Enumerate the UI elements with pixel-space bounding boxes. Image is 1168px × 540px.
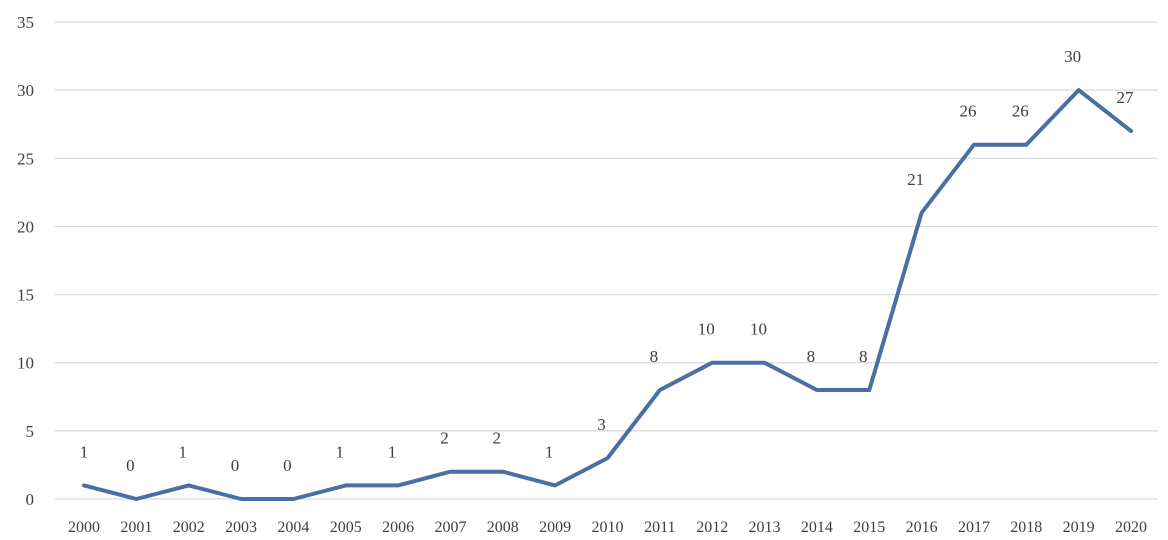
x-tick-label-2011: 2011 bbox=[644, 519, 675, 536]
x-tick-label-2007: 2007 bbox=[434, 519, 466, 536]
data-label-2007: 2 bbox=[440, 429, 449, 448]
data-label-2002: 1 bbox=[178, 442, 187, 461]
data-label-2003: 0 bbox=[231, 456, 240, 475]
x-tick-label-2013: 2013 bbox=[749, 519, 781, 536]
x-tick-label-2004: 2004 bbox=[277, 519, 309, 536]
data-label-2011: 8 bbox=[650, 347, 659, 366]
data-label-2019: 30 bbox=[1064, 47, 1081, 66]
y-tick-label-15: 15 bbox=[17, 286, 34, 305]
data-label-2004: 0 bbox=[283, 456, 292, 475]
data-label-2013: 10 bbox=[750, 320, 767, 339]
data-label-2006: 1 bbox=[388, 442, 397, 461]
x-tick-label-2012: 2012 bbox=[696, 519, 728, 536]
x-axis-tick-labels: 2000 2001 2002 2003 2004 2005 2006 2007 2008 2009… bbox=[68, 519, 1147, 536]
x-tick-label-2003: 2003 bbox=[225, 519, 257, 536]
data-label-2008: 2 bbox=[493, 429, 502, 448]
data-label-2001: 0 bbox=[126, 456, 135, 475]
data-label-2000: 1 bbox=[80, 442, 89, 461]
y-tick-label-25: 25 bbox=[17, 149, 34, 168]
data-label-2015: 8 bbox=[859, 347, 868, 366]
data-label-2020: 27 bbox=[1117, 88, 1135, 107]
data-label-2005: 1 bbox=[336, 442, 345, 461]
y-tick-label-30: 30 bbox=[17, 81, 34, 100]
y-tick-label-10: 10 bbox=[17, 354, 34, 373]
x-tick-label-2020: 2020 bbox=[1115, 519, 1147, 536]
y-axis-tick-labels: 0 5 10 15 20 25 30 35 bbox=[17, 13, 34, 509]
x-tick-label-2014: 2014 bbox=[801, 519, 833, 536]
data-label-2014: 8 bbox=[807, 347, 816, 366]
x-tick-label-2015: 2015 bbox=[853, 519, 885, 536]
data-label-2017: 26 bbox=[959, 102, 976, 121]
series-layer bbox=[82, 88, 1133, 501]
x-tick-label-2010: 2010 bbox=[592, 519, 624, 536]
x-tick-label-2002: 2002 bbox=[173, 519, 205, 536]
data-label-2012: 10 bbox=[698, 320, 715, 339]
series-line bbox=[82, 88, 1133, 501]
data-label-2010: 3 bbox=[597, 415, 606, 434]
x-tick-label-2017: 2017 bbox=[958, 519, 990, 536]
x-tick-label-2008: 2008 bbox=[487, 519, 519, 536]
y-tick-label-20: 20 bbox=[17, 217, 34, 236]
x-tick-label-2006: 2006 bbox=[382, 519, 414, 536]
y-tick-label-35: 35 bbox=[17, 13, 34, 32]
x-tick-label-2000: 2000 bbox=[68, 519, 100, 536]
x-tick-label-2005: 2005 bbox=[330, 519, 362, 536]
x-tick-label-2016: 2016 bbox=[906, 519, 938, 536]
data-label-2009: 1 bbox=[545, 442, 554, 461]
y-tick-label-5: 5 bbox=[26, 422, 35, 441]
x-tick-label-2009: 2009 bbox=[539, 519, 571, 536]
data-label-2016: 21 bbox=[907, 170, 924, 189]
grid-lines bbox=[55, 21, 1158, 500]
y-tick-label-0: 0 bbox=[26, 490, 35, 509]
x-tick-label-2001: 2001 bbox=[120, 519, 152, 536]
x-tick-label-2018: 2018 bbox=[1010, 519, 1042, 536]
x-tick-label-2019: 2019 bbox=[1063, 519, 1095, 536]
data-label-2018: 26 bbox=[1012, 102, 1029, 121]
